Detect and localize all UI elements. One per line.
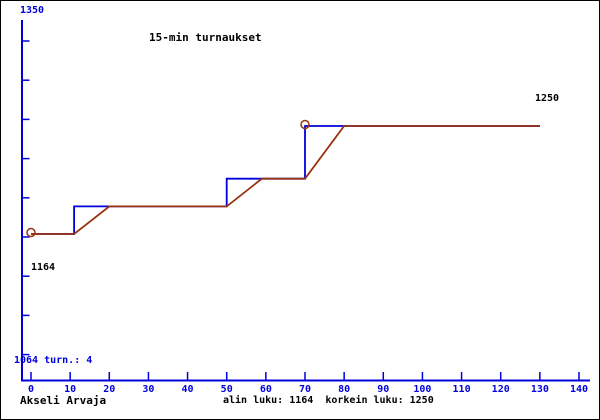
x-tick-label: 140 [569,384,589,395]
x-tick-label: 40 [181,384,194,395]
x-tick-label: 30 [142,384,155,395]
x-tick-label: 70 [298,384,312,395]
x-tick-label: 80 [338,384,351,395]
summary-label: alin luku: 1164 korkein luku: 1250 [223,395,434,406]
x-tick-label: 60 [259,384,272,395]
y-axis-max-label: 1350 [20,5,45,16]
y-axis-min-info-label: 1064 turn.: 4 [14,355,93,366]
player-name-label: Akseli Arvaja [20,394,107,407]
x-tick-label: 100 [413,384,432,395]
x-tick-label: 90 [377,384,390,395]
x-tick-label: 130 [530,384,549,395]
x-tick-label: 120 [491,384,510,395]
x-tick-label: 0 [27,384,35,395]
x-tick-label: 110 [452,384,471,395]
x-tick-label: 10 [64,384,77,395]
end-value-label: 1250 [535,93,560,104]
x-tick-label: 20 [103,384,116,395]
start-value-label: 1164 [31,262,56,273]
x-tick-label: 50 [220,384,233,395]
chart-title: 15-min turnaukset [149,31,262,44]
